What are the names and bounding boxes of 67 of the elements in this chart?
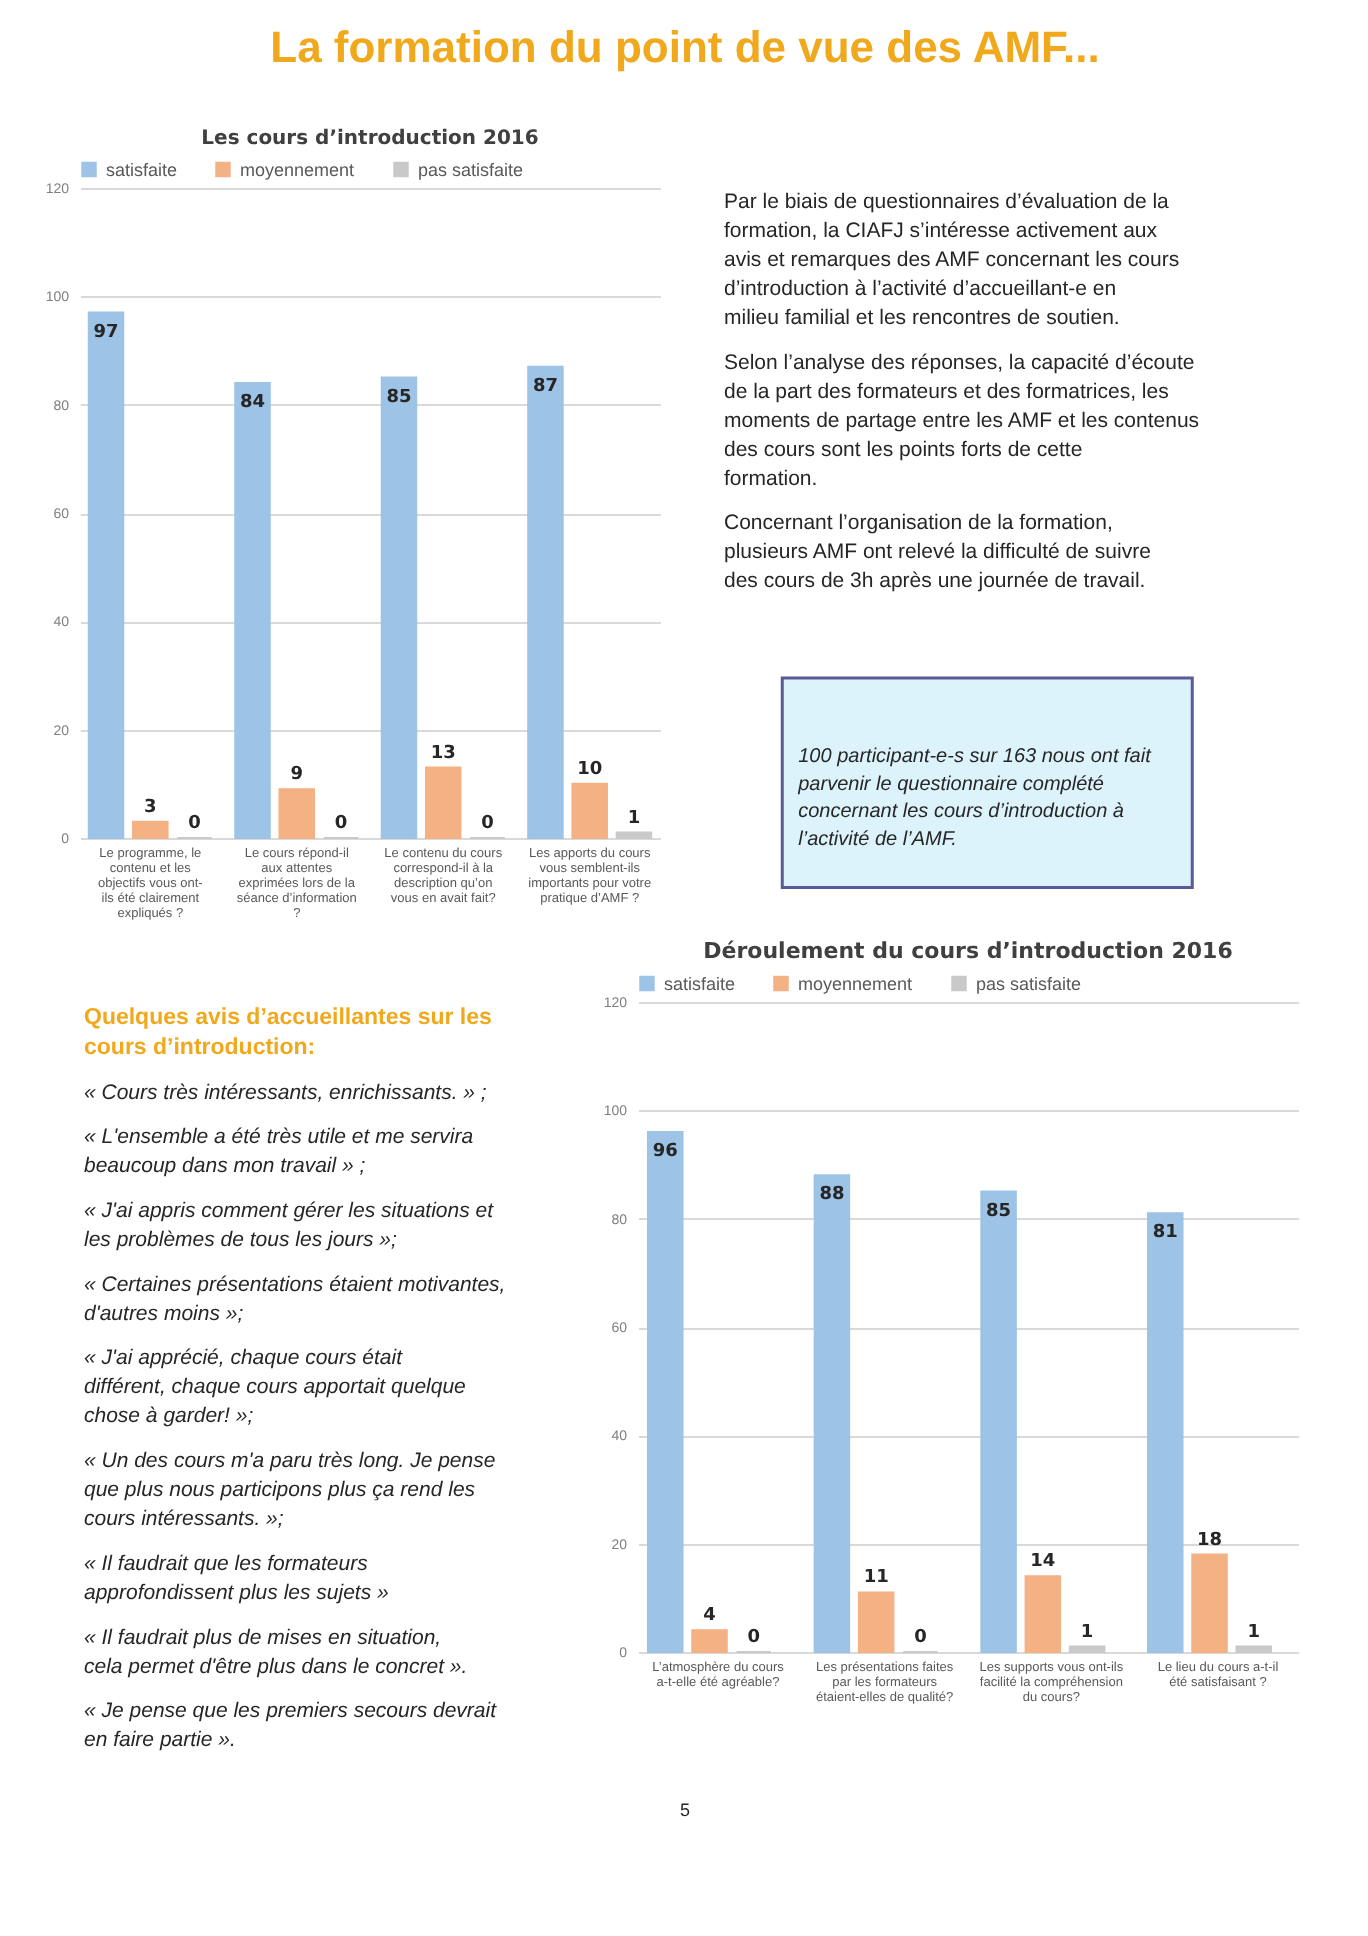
chart-title: Les cours d’introduction 2016 bbox=[201, 128, 539, 150]
text: Quelques avis d’accueillantes sur les cours d’introduction: bbox=[84, 1006, 492, 1060]
legend-label: pas satisfaite bbox=[418, 159, 524, 180]
bar bbox=[278, 788, 316, 839]
text: 100 participant-e-s sur 163 nous ont fait parvenir le questionnaire complété concernant les cours d’introduction à l’activité de l’AMF. bbox=[796, 746, 1154, 851]
data-label: 88 bbox=[819, 1185, 845, 1206]
chart-title: Déroulement du cours d’introduction 2016 bbox=[703, 938, 1234, 964]
data-label: 97 bbox=[93, 322, 119, 343]
text: « Cours très intéressants, enrichissants. » ; bbox=[84, 1080, 487, 1105]
data-label: 0 bbox=[188, 814, 201, 834]
legend-label: moyennement bbox=[798, 973, 914, 994]
text: Selon l’analyse des réponses, la capacité d’écoute de la part des formateurs et des formatrices, les moments de partage entre les AMF et les contenus des cours sont les points forts de cette formation. bbox=[724, 350, 1200, 491]
bar bbox=[571, 782, 608, 839]
data-label: 85 bbox=[386, 387, 412, 408]
bar bbox=[980, 1190, 1017, 1653]
data-label: 1 bbox=[1247, 1622, 1261, 1643]
text: « Il faudrait plus de mises en situation, cela permet d'être plus dans le concret ». bbox=[84, 1625, 468, 1679]
bar bbox=[691, 1629, 728, 1653]
text: La formation du point de vue des AMF... bbox=[270, 22, 1100, 72]
text: Concernant l’organisation de la formation, plusieurs AMF ont relevé la difficulté de suivre des cours de 3h après une journée de travail. bbox=[724, 511, 1152, 594]
bar bbox=[1235, 1645, 1273, 1653]
text: « Il faudrait que les formateurs approfondissent plus les sujets » bbox=[84, 1551, 390, 1605]
legend-label: satisfaite bbox=[664, 973, 736, 994]
data-label: 0 bbox=[914, 1628, 927, 1648]
bar bbox=[615, 831, 653, 839]
data-label: 11 bbox=[863, 1568, 889, 1589]
data-label: 18 bbox=[1196, 1530, 1223, 1551]
text: « Je pense que les premiers secours devrait en faire partie ». bbox=[84, 1699, 499, 1753]
text: « L'ensemble a été très utile et me servira beaucoup dans mon travail » ; bbox=[84, 1125, 474, 1179]
data-label: 0 bbox=[481, 814, 494, 834]
data-label: 1 bbox=[627, 808, 641, 829]
legend-label: satisfaite bbox=[106, 159, 178, 180]
bar bbox=[87, 311, 125, 839]
data-label: 0 bbox=[747, 1628, 761, 1648]
data-label: 4 bbox=[703, 1606, 716, 1627]
legend-label: pas satisfaite bbox=[976, 973, 1082, 994]
bar bbox=[380, 376, 418, 839]
data-label: 84 bbox=[239, 393, 266, 413]
bar bbox=[857, 1591, 895, 1653]
data-label: 14 bbox=[1030, 1552, 1056, 1573]
text: 5 bbox=[679, 1800, 691, 1820]
text: Par le biais de questionnaires d’évaluation de la formation, la CIAFJ s’intéresse activement aux avis et remarques des AMF concernant les cours d’introduction à l’activité d’accueillant-e en milieu familial et les rencontres de soutien. bbox=[724, 190, 1180, 330]
data-label: 87 bbox=[532, 376, 558, 397]
bar bbox=[424, 766, 462, 839]
text: « J'ai appris comment gérer les situations et les problèmes de tous les jours »; bbox=[84, 1199, 496, 1253]
data-label: 0 bbox=[334, 814, 348, 834]
bar bbox=[813, 1174, 851, 1653]
bar bbox=[234, 382, 271, 839]
legend-label: moyennement bbox=[240, 159, 356, 180]
bar bbox=[1024, 1575, 1062, 1653]
data-label: 3 bbox=[144, 797, 157, 818]
data-label: 9 bbox=[290, 765, 304, 786]
data-label: 10 bbox=[577, 759, 603, 780]
bar bbox=[132, 820, 169, 839]
text: « Un des cours m'a paru très long. Je pense que plus nous participons plus ça rend les cours intéressants. »; bbox=[84, 1449, 496, 1532]
bar bbox=[647, 1131, 684, 1653]
text: « J'ai apprécié, chaque cours était différent, chaque cours apportait quelque chose à garder! »; bbox=[84, 1346, 467, 1429]
bar bbox=[1191, 1553, 1228, 1653]
data-label: 96 bbox=[652, 1142, 678, 1162]
bar bbox=[1147, 1212, 1184, 1653]
text: « Certaines présentations étaient motivantes, d'autres moins »; bbox=[84, 1272, 506, 1326]
bar bbox=[1068, 1645, 1106, 1653]
data-label: 85 bbox=[986, 1201, 1012, 1222]
data-label: 13 bbox=[430, 743, 456, 764]
bar bbox=[527, 365, 564, 839]
data-label: 81 bbox=[1152, 1223, 1178, 1244]
data-label: 1 bbox=[1080, 1622, 1094, 1643]
